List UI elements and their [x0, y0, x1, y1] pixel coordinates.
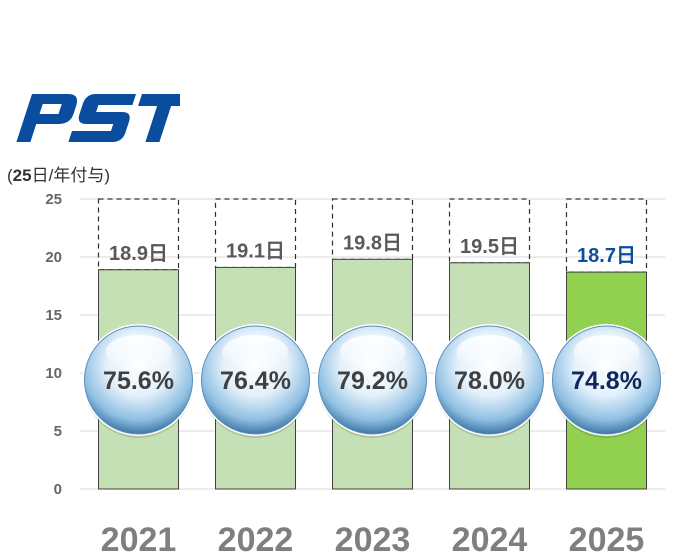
rate-bubble: 74.8%	[550, 324, 663, 438]
bubble-shine	[222, 335, 289, 369]
bar-value-label: 19.5日	[460, 236, 519, 258]
bubble-shine	[105, 335, 172, 369]
y-tick-label: 15	[45, 307, 62, 324]
bubble-shine	[573, 335, 640, 369]
pst-logo	[16, 94, 180, 142]
y-tick-label: 0	[54, 481, 62, 498]
rate-label: 76.4%	[220, 367, 291, 395]
y-tick-label: 20	[45, 249, 62, 266]
rate-bubble: 75.6%	[82, 324, 195, 438]
capacity-box	[214, 198, 297, 269]
rate-bubble: 76.4%	[199, 324, 312, 438]
rate-label: 79.2%	[337, 367, 408, 395]
y-tick-label: 5	[54, 423, 62, 440]
rate-label: 78.0%	[454, 367, 525, 395]
unit-label: (25日/年付与)	[7, 166, 110, 185]
bar-value-label: 18.9日	[109, 243, 168, 265]
x-tick-label: 2021	[101, 521, 177, 559]
y-tick-label: 10	[45, 365, 62, 382]
y-tick-label: 25	[45, 191, 62, 208]
x-tick-label: 2024	[452, 521, 528, 559]
bubble-shine	[339, 335, 406, 369]
rate-bubble: 78.0%	[433, 324, 546, 438]
rate-label: 74.8%	[571, 367, 642, 395]
rate-label: 75.6%	[103, 367, 174, 395]
x-tick-label: 2022	[218, 521, 294, 559]
bar-value-label: 19.8日	[343, 232, 402, 254]
bar-value-label: 19.1日	[226, 240, 285, 262]
bubble-shine	[456, 335, 523, 369]
bar-value-label: 18.7日	[577, 245, 636, 267]
x-tick-label: 2025	[569, 521, 645, 559]
rate-bubble: 79.2%	[316, 324, 429, 438]
x-tick-label: 2023	[335, 521, 411, 559]
